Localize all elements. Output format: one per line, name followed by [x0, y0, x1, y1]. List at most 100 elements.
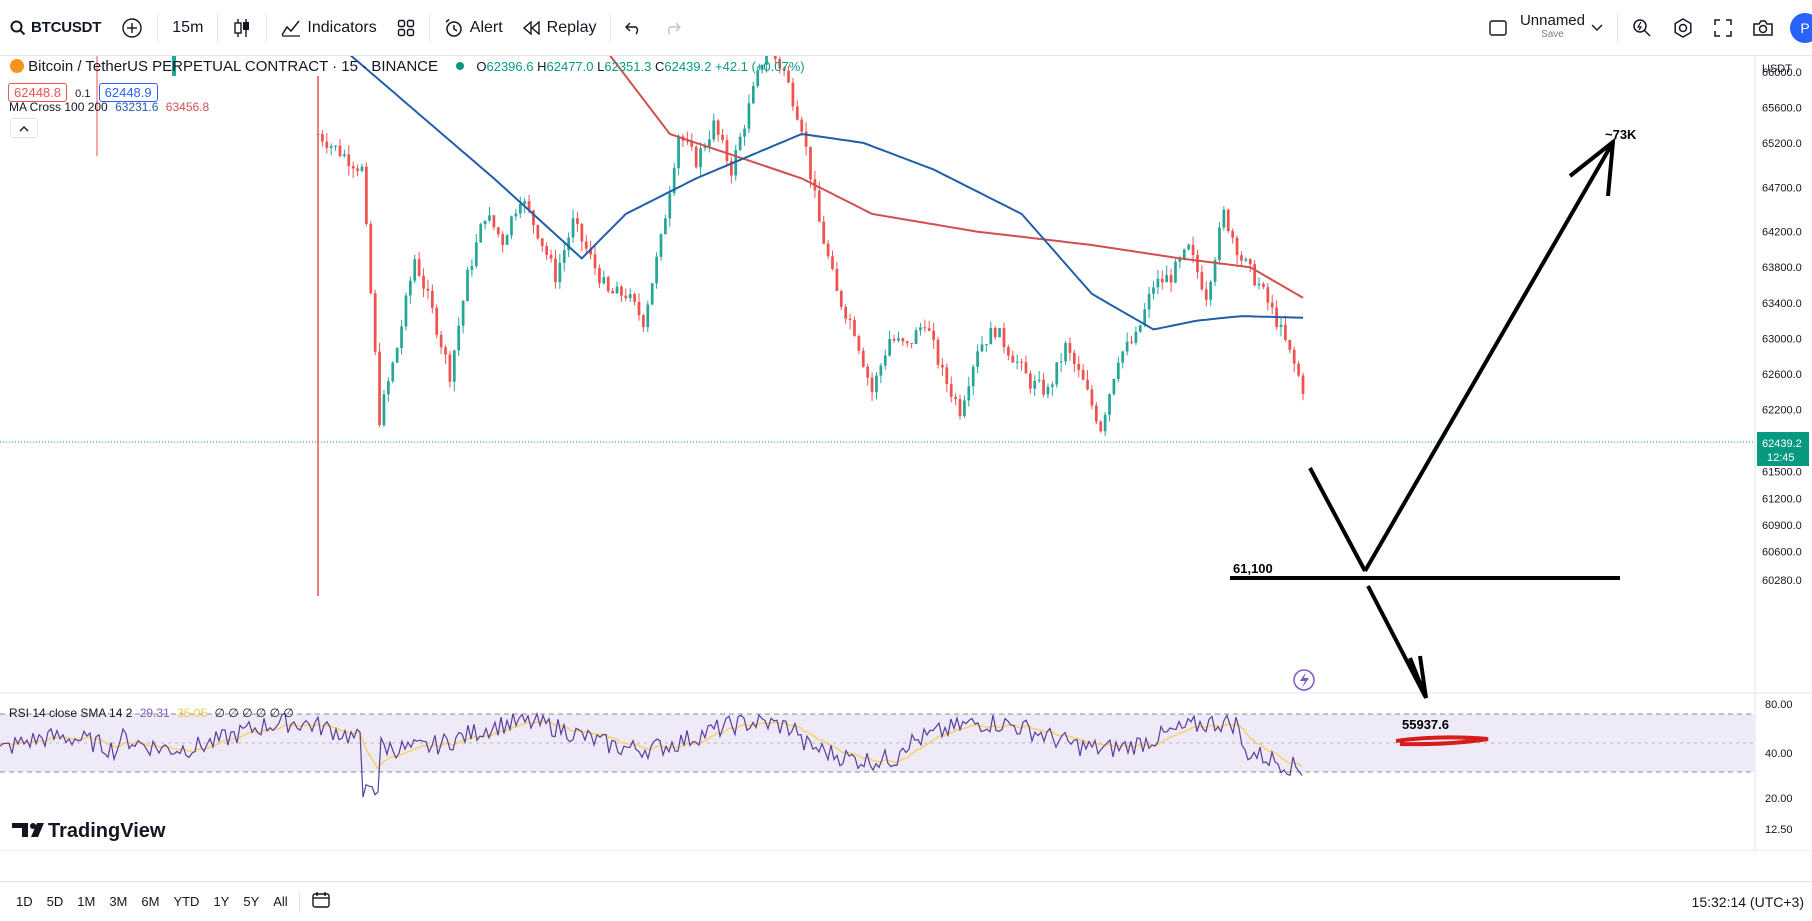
chart-canvas[interactable]: 61,100 ~73K 55937.6 66000.0 65600.0 65200.… — [0, 17, 1812, 874]
candle-body — [439, 334, 443, 348]
templates-button[interactable] — [387, 0, 425, 56]
candle-body — [883, 355, 887, 366]
price-axis[interactable]: 66000.0 65600.0 65200.0 64700.0 64200.0 63800… — [1762, 67, 1802, 587]
candle-body — [936, 339, 940, 365]
candle-body — [1226, 209, 1230, 232]
price-tick-label: 64200.0 — [1762, 227, 1802, 239]
countdown-text: 12:45 — [1767, 452, 1795, 464]
rsi-axis[interactable]: 80.00 40.00 20.00 12.50 — [1765, 699, 1793, 836]
alert-button[interactable]: Alert — [434, 0, 513, 56]
drawing-annotations[interactable]: 61,100 ~73K 55937.6 — [1230, 127, 1637, 747]
candle-body — [1125, 341, 1129, 352]
candle-body — [729, 161, 733, 176]
candle-body — [382, 394, 386, 426]
timeframe-button[interactable]: 5D — [46, 894, 64, 909]
candle-body — [1292, 349, 1296, 364]
candle-body — [1055, 362, 1059, 385]
candle-body — [839, 290, 843, 307]
chart-type-button[interactable] — [222, 0, 262, 56]
price-tick-label: 65600.0 — [1762, 102, 1802, 114]
candle-body — [804, 131, 808, 147]
lightning-icon[interactable] — [1293, 669, 1315, 691]
fullscreen-button[interactable] — [1704, 0, 1742, 56]
symbol-search[interactable]: BTCUSDT — [0, 0, 111, 56]
currency-label[interactable]: USDT — [1762, 63, 1792, 75]
candle-body — [576, 218, 579, 224]
rsi-label[interactable]: RSI 14 close SMA 14 2 — [9, 706, 133, 720]
undo-button[interactable] — [615, 0, 653, 56]
timeframe-button[interactable]: 5Y — [243, 894, 260, 909]
candle-body — [1086, 379, 1089, 390]
coin-icon[interactable] — [10, 59, 24, 73]
down-stroke — [1308, 467, 1367, 572]
candle-body — [1046, 386, 1050, 395]
timeframe-button[interactable]: YTD — [173, 894, 200, 909]
price-tick-label: 60280.0 — [1762, 575, 1802, 587]
price-tick-label: 61200.0 — [1762, 493, 1802, 505]
candle-body — [1099, 421, 1103, 432]
candle-body — [633, 294, 636, 302]
symbol-title[interactable]: Bitcoin / TetherUS PERPETUAL CONTRACT · … — [28, 58, 439, 75]
lightning-bolt — [1300, 672, 1309, 688]
chart-area[interactable]: 61,100 ~73K 55937.6 66000.0 65600.0 65200.… — [0, 17, 1812, 874]
candle-body — [844, 306, 848, 319]
candle-body — [941, 364, 944, 368]
timeframe-button[interactable]: 1M — [77, 894, 96, 909]
timeframe-button[interactable]: 6M — [141, 894, 160, 909]
sell-price-box[interactable]: 62448.8 — [8, 83, 67, 102]
candle-body — [360, 166, 364, 171]
candle-body — [998, 328, 1001, 338]
candle-body — [1248, 259, 1252, 265]
candle-body — [598, 268, 601, 284]
candle-body — [1116, 362, 1120, 380]
quick-search-button[interactable] — [1622, 0, 1662, 56]
undo-icon — [625, 22, 639, 34]
ohlc-low: 62351.3 — [604, 59, 652, 74]
candle-body — [624, 295, 628, 299]
settings-button[interactable] — [1662, 0, 1704, 56]
candle-body — [1174, 261, 1177, 283]
candle-body — [1213, 259, 1217, 282]
candle-body — [1301, 375, 1305, 394]
avatar[interactable]: P — [1790, 13, 1812, 43]
candle-body — [549, 254, 553, 259]
layout-select[interactable]: Unnamed Save — [1478, 0, 1613, 56]
layout-square-icon — [1489, 20, 1507, 36]
search-icon — [10, 20, 26, 35]
timeframe-button[interactable]: 1D — [16, 894, 33, 909]
candle-body — [1196, 255, 1199, 273]
ohlc-c-label: C — [654, 59, 665, 74]
candle-body — [1222, 209, 1226, 228]
candle-body — [664, 218, 667, 235]
buy-price-box[interactable]: 62448.9 — [98, 83, 158, 102]
ohlc-o-label: O — [476, 59, 487, 74]
candle-body — [1209, 281, 1213, 300]
divider — [266, 13, 268, 42]
indicators-button[interactable]: Indicators — [271, 0, 386, 56]
candle-body — [593, 254, 597, 269]
candle-body — [611, 291, 614, 294]
replay-button[interactable]: Replay — [513, 0, 607, 56]
redo-button[interactable] — [653, 0, 691, 56]
market-status-dot — [456, 62, 465, 70]
candle-body — [910, 343, 914, 345]
collapse-legend-button[interactable] — [10, 118, 38, 138]
candle-body — [413, 259, 417, 281]
clock-display[interactable]: 15:32:14 (UTC+3) — [1691, 893, 1804, 910]
candle-body — [1288, 339, 1292, 350]
timeframe-button[interactable]: 3M — [109, 894, 128, 909]
ma-legend: MA Cross 100 200 63231.6 63456.8 — [9, 100, 209, 114]
price-tick-label: 61500.0 — [1762, 467, 1802, 479]
snapshot-button[interactable] — [1742, 0, 1784, 56]
timeframe-button[interactable]: 1Y — [213, 894, 230, 909]
candle-body — [558, 262, 562, 283]
timeframe-button[interactable]: All — [273, 894, 288, 909]
candle-body — [1011, 355, 1015, 363]
tv-logo-dot — [30, 823, 36, 829]
date-range-button[interactable] — [304, 891, 338, 912]
candle-body — [945, 367, 949, 385]
candle-body — [659, 234, 663, 257]
interval-button[interactable]: 15m — [172, 18, 204, 36]
ma-label[interactable]: MA Cross 100 200 — [9, 100, 108, 114]
compare-symbol-button[interactable] — [111, 0, 153, 56]
